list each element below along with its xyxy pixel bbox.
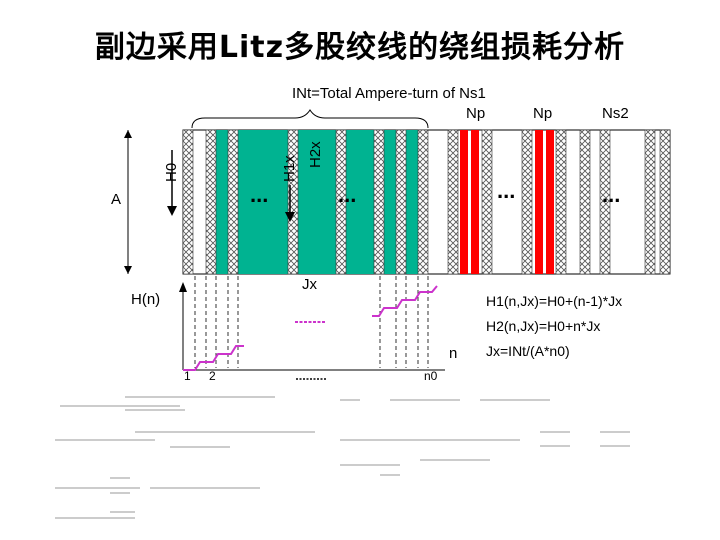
equation-h1: H1(n,Jx)=H0+(n-1)*Jx	[486, 293, 623, 309]
litz-strip	[373, 129, 385, 275]
core-zone	[216, 130, 228, 274]
n-label: n	[449, 345, 458, 362]
tick-1: 1	[184, 369, 191, 383]
core-zone	[238, 130, 288, 274]
a-label: A	[111, 191, 122, 208]
hn-label: H(n)	[131, 291, 161, 308]
litz-strip	[287, 129, 299, 275]
litz-strip	[659, 129, 671, 275]
litz-strip	[417, 129, 429, 275]
primary-winding	[535, 130, 543, 274]
primary-winding	[460, 130, 468, 274]
litz-strip	[182, 129, 194, 275]
litz-strip	[481, 129, 493, 275]
litz-strip	[335, 129, 347, 275]
litz-strips	[182, 129, 671, 275]
litz-strip	[227, 129, 239, 275]
equation-h2: H2(n,Jx)=H0+n*Jx	[486, 318, 601, 334]
tick-2: 2	[209, 369, 216, 383]
litz-strip	[644, 129, 656, 275]
column-label-ns2: Ns2	[602, 105, 629, 122]
litz-strip	[447, 129, 459, 275]
litz-strip	[555, 129, 567, 275]
ellipsis-3: ...	[497, 178, 516, 203]
top-brace	[191, 109, 429, 129]
litz-strip	[599, 129, 611, 275]
primary-winding	[546, 130, 554, 274]
litz-strip	[395, 129, 407, 275]
core-zone	[406, 130, 418, 274]
tick-n0: n0	[424, 369, 438, 383]
column-label-np1: Np	[466, 105, 486, 122]
ellipsis-1: ...	[250, 182, 269, 207]
litz-strip	[579, 129, 591, 275]
total-ampere-turn-label: INt=Total Ampere-turn of Ns1	[292, 85, 486, 102]
equation-jx: Jx=INt/(A*n0)	[486, 343, 570, 359]
ellipsis-2: ...	[338, 182, 357, 207]
strip-guides	[194, 276, 429, 368]
primary-winding	[471, 130, 479, 274]
field-profile	[183, 285, 438, 371]
slide-title: 副边采用Litz多股绞线的绕组损耗分析	[94, 30, 626, 65]
core-zone	[384, 130, 396, 274]
core-zone	[298, 130, 336, 274]
core-zone	[346, 130, 374, 274]
column-label-np2: Np	[533, 105, 553, 122]
litz-strip	[521, 129, 533, 275]
ellipsis-4: ...	[602, 182, 621, 207]
litz-strip	[205, 129, 217, 275]
jx-label: Jx	[302, 276, 317, 293]
